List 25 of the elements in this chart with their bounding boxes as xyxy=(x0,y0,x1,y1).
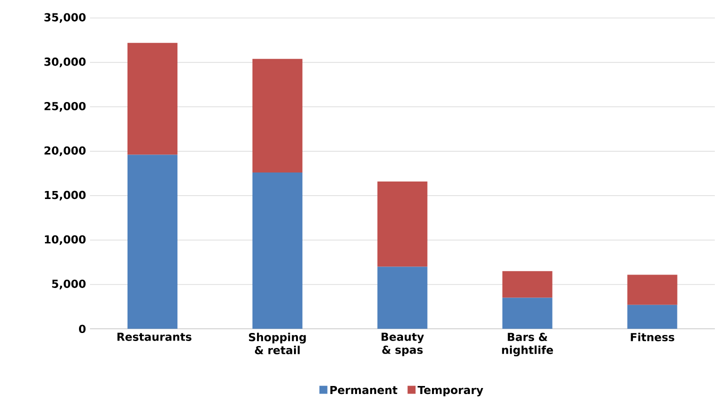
y-tick-label: 10,000 xyxy=(44,235,86,245)
bar xyxy=(502,298,552,329)
bar xyxy=(502,271,552,298)
bar xyxy=(627,274,678,305)
legend-label: Permanent xyxy=(330,386,398,394)
y-tick-label: 15,000 xyxy=(44,190,86,201)
y-tick-label: 20,000 xyxy=(44,146,86,156)
bar xyxy=(377,266,428,329)
y-tick-label: 5,000 xyxy=(52,280,86,290)
x-tick-label: Restaurants xyxy=(117,332,192,341)
x-tick-label: Bars & nightlife xyxy=(502,332,554,356)
y-tick-label: 30,000 xyxy=(44,58,86,68)
y-tick-label: 25,000 xyxy=(44,102,86,112)
bar xyxy=(127,42,178,155)
x-tick-label: Beauty & spas xyxy=(382,332,424,356)
bar xyxy=(252,172,302,329)
x-tick-label: Shopping & retail xyxy=(248,332,306,354)
x-tick-label: Fitness xyxy=(630,332,674,342)
legend-label: Temporary xyxy=(418,386,484,396)
y-tick-label: 0 xyxy=(78,324,86,334)
y-tick-label: 35,000 xyxy=(44,13,86,23)
bar xyxy=(127,154,178,329)
bar xyxy=(252,58,302,173)
bar xyxy=(377,182,428,267)
bar xyxy=(627,304,678,329)
